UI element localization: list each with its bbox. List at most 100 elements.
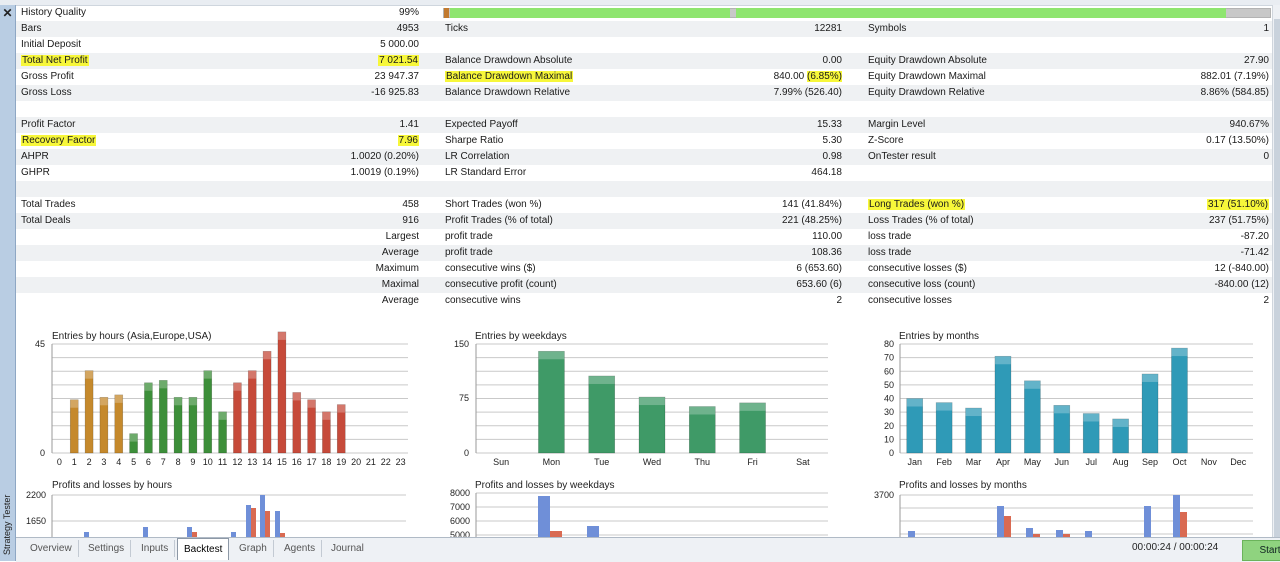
stat-row xyxy=(16,181,1272,197)
chart-bar xyxy=(1024,380,1041,454)
months-ytick: 30 xyxy=(884,407,894,417)
stat-label: Initial Deposit xyxy=(21,39,82,50)
x-tick-label: 10 xyxy=(203,457,213,467)
stat-label: consecutive profit (count) xyxy=(445,279,557,290)
stat-label: loss trade xyxy=(868,231,912,242)
chart-pl-months-title: Profits and losses by months xyxy=(899,480,1027,491)
tab-backtest[interactable]: Backtest xyxy=(177,538,230,560)
stat-label: Total Net Profit xyxy=(21,55,89,66)
stat-row xyxy=(16,101,1272,117)
tab-overview[interactable]: Overview xyxy=(24,540,79,557)
stat-label xyxy=(868,37,1088,53)
stat-value: 141 (41.84%) xyxy=(781,199,842,210)
stat-row: Maximal consecutive profit (count) 653.60 … xyxy=(16,277,1272,293)
chart-bar xyxy=(965,407,982,454)
x-tick-label: Wed xyxy=(643,457,661,467)
chart-pl-hours-title: Profits and losses by hours xyxy=(52,480,172,491)
stat-value: 5.30 xyxy=(822,135,842,146)
vertical-scrollbar[interactable] xyxy=(1272,5,1280,537)
chart-hours-title: Entries by hours (Asia,Europe,USA) xyxy=(52,331,212,342)
stat-value xyxy=(1091,37,1269,53)
stat-label: Bars xyxy=(21,23,42,34)
stat-value: 317 (51.10%) xyxy=(1206,199,1269,210)
stat-value: 221 (48.25%) xyxy=(781,215,842,226)
pl-hours-bars xyxy=(84,495,285,537)
x-tick-label: Jun xyxy=(1055,457,1070,467)
stat-label: profit trade xyxy=(445,231,493,242)
x-tick-label: 13 xyxy=(247,457,257,467)
pl-weekdays-bars xyxy=(538,496,599,537)
chart-entries-months: Entries by months 80 70 60 50 40 30 20 10 0 Jan F… xyxy=(884,331,1253,467)
stat-label xyxy=(21,229,301,245)
x-tick-label: 23 xyxy=(396,457,406,467)
stat-value xyxy=(656,181,842,197)
stat-value: 5 000.00 xyxy=(380,39,419,50)
stat-value xyxy=(1091,181,1269,197)
x-tick-label: 20 xyxy=(351,457,361,467)
scrollbar-thumb[interactable] xyxy=(1274,19,1280,537)
stat-label: consecutive loss (count) xyxy=(868,279,976,290)
stat-label: Expected Payoff xyxy=(445,119,518,130)
stat-label xyxy=(21,181,301,197)
chart-bar xyxy=(233,382,242,454)
stat-label: Gross Profit xyxy=(21,71,74,82)
chart-bar xyxy=(99,396,109,454)
stat-label: Equity Drawdown Maximal xyxy=(868,71,986,82)
chart-bar xyxy=(1082,413,1100,454)
chart-entries-weekdays: Entries by weekdays 150 75 0 Sun Mon Tue We… xyxy=(454,331,828,467)
stat-label: Margin Level xyxy=(868,119,926,130)
months-ytick: 40 xyxy=(884,394,894,404)
tab-agents[interactable]: Agents xyxy=(278,540,323,557)
stat-label xyxy=(21,261,301,277)
panel-title: Strategy Tester xyxy=(2,494,12,555)
stat-row: AHPR 1.0020 (0.20%) LR Correlation 0.98 OnTe… xyxy=(16,149,1272,165)
close-icon[interactable]: ✕ xyxy=(2,6,13,20)
tab-bar: Overview Settings Inputs Backtest Graph … xyxy=(16,537,1280,562)
stat-label: Profit Trades (% of total) xyxy=(445,215,553,226)
stat-label xyxy=(445,181,655,197)
stat-value: Average xyxy=(381,247,419,258)
stat-row: Maximum consecutive wins ($) 6 (653.60) con… xyxy=(16,261,1272,277)
stat-value: 464.18 xyxy=(811,167,842,178)
stat-row: Gross Profit 23 947.37 Balance Drawdown Ma… xyxy=(16,69,1272,85)
stat-value: 840.00 (6.85%) xyxy=(773,71,842,82)
x-tick-label: Aug xyxy=(1113,457,1129,467)
x-tick-label: Jan xyxy=(907,457,922,467)
x-tick-label: 12 xyxy=(232,457,242,467)
stat-value: 882.01 (7.19%) xyxy=(1200,71,1269,82)
stat-value: 7.96 xyxy=(397,135,419,146)
tab-settings[interactable]: Settings xyxy=(82,540,132,557)
stat-value: 23 947.37 xyxy=(374,71,420,82)
months-ytick: 60 xyxy=(884,366,894,376)
x-tick-label: 19 xyxy=(336,457,346,467)
months-ytick: 10 xyxy=(884,434,894,444)
x-tick-label: 7 xyxy=(161,457,166,467)
stat-label: LR Standard Error xyxy=(445,167,527,178)
tab-inputs[interactable]: Inputs xyxy=(135,540,176,557)
chart-bar xyxy=(203,370,213,454)
stat-label: profit trade xyxy=(445,247,493,258)
pl-months-bars xyxy=(908,495,1187,537)
pl-weekdays-ytick: 7000 xyxy=(450,502,470,512)
pl-months-ytick: 3700 xyxy=(874,490,894,500)
months-ytick: 70 xyxy=(884,353,894,363)
x-tick-label: 22 xyxy=(381,457,391,467)
months-ytick: 50 xyxy=(884,380,894,390)
chart-entries-hours: Entries by hours (Asia,Europe,USA) 45 0 … xyxy=(35,331,408,467)
stat-label xyxy=(868,181,1088,197)
weekdays-ytick: 75 xyxy=(459,393,469,403)
stat-value: 8.86% (584.85) xyxy=(1200,87,1269,98)
stat-label: Symbols xyxy=(868,23,907,34)
chart-bar xyxy=(277,331,287,454)
tab-graph[interactable]: Graph xyxy=(233,540,274,557)
stat-value: 1.0020 (0.20%) xyxy=(350,151,419,162)
chart-bar xyxy=(336,404,346,454)
start-button[interactable]: Start xyxy=(1242,540,1280,561)
stat-value: -16 925.83 xyxy=(371,87,419,98)
x-tick-label: May xyxy=(1024,457,1042,467)
stat-label xyxy=(21,277,301,293)
chart-months-title: Entries by months xyxy=(899,331,979,342)
chart-bar xyxy=(247,370,257,454)
stat-value: -71.42 xyxy=(1240,247,1269,258)
tab-journal[interactable]: Journal xyxy=(331,543,364,554)
